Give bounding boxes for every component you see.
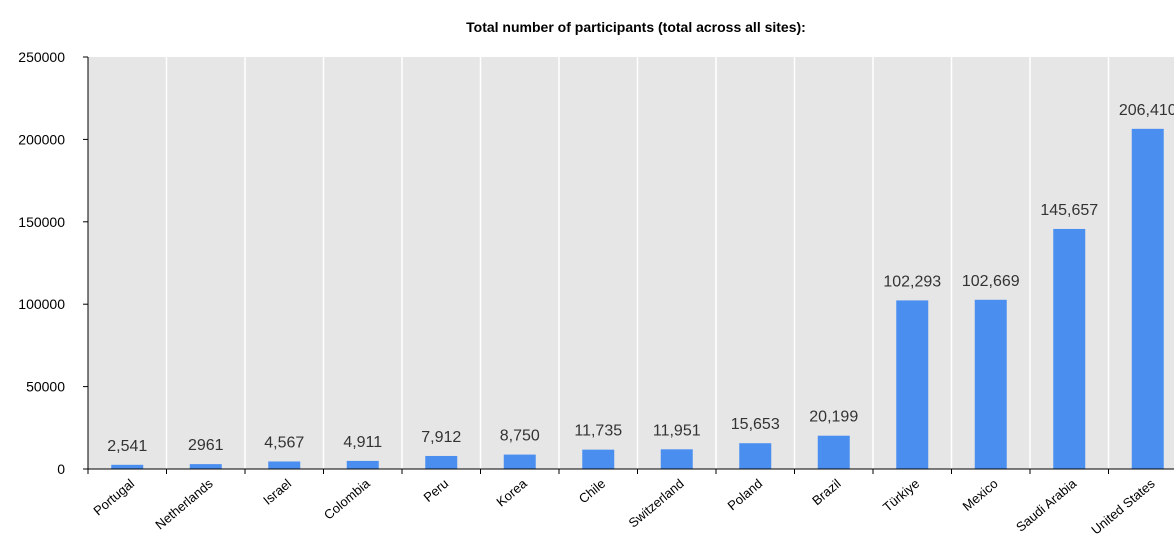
bar (739, 443, 772, 469)
bars-group (111, 128, 1164, 470)
y-tick-label: 50000 (26, 379, 65, 395)
y-tick-label: 0 (57, 461, 65, 477)
x-tick-label: Brazil (809, 476, 844, 508)
data-label: 11,735 (574, 423, 622, 440)
y-tick-label: 250000 (18, 49, 65, 65)
bar (974, 299, 1007, 469)
bar (189, 464, 222, 469)
chart-title: Total number of participants (total acro… (466, 19, 806, 35)
gridlines (165, 57, 1110, 469)
bar (111, 464, 144, 469)
x-tick-label: Netherlands (152, 475, 216, 532)
y-tick-label: 100000 (18, 296, 65, 312)
data-label: 20,199 (809, 409, 858, 426)
data-labels-group: 2,541 2961 4,567 4,911 7,912 8,750 11,735 11,95… (107, 102, 1174, 455)
bar (896, 300, 929, 469)
data-label: 145,657 (1040, 202, 1098, 219)
x-tick-label: Israel (260, 476, 294, 508)
x-tick-label: Switzerland (626, 476, 687, 531)
plot-area (88, 57, 1174, 469)
x-tick-label: Korea (493, 475, 530, 509)
data-label: 2,541 (107, 438, 147, 455)
bar (1053, 228, 1086, 469)
bar (346, 460, 379, 469)
data-label: 4,911 (343, 434, 382, 451)
bar (268, 461, 301, 469)
bar (582, 449, 615, 469)
bar (425, 455, 458, 469)
data-label: 15,653 (731, 416, 780, 433)
data-label: 11,951 (653, 422, 701, 439)
x-tick-label: Poland (725, 476, 766, 514)
x-tick-label: Chile (576, 476, 608, 507)
x-axis: Portugal Netherlands Israel Colombia Peru Kor… (87, 468, 1174, 537)
data-label: 7,912 (421, 429, 461, 446)
x-tick-label: Mexico (959, 476, 1000, 514)
data-label: 2961 (188, 437, 224, 454)
bar (660, 449, 693, 469)
x-tick-label: Peru (420, 476, 451, 505)
data-label: 206,410 (1119, 102, 1174, 119)
bar (503, 454, 536, 469)
x-tick-label: Portugal (90, 476, 137, 519)
data-label: 102,293 (883, 273, 941, 290)
x-tick-label: United States (1088, 475, 1158, 537)
x-tick-label: Türkiye (880, 476, 922, 515)
bar (1131, 128, 1164, 470)
y-tick-label: 150000 (18, 214, 65, 230)
x-tick-label: Colombia (321, 475, 373, 522)
data-label: 8,750 (500, 428, 540, 445)
data-label: 4,567 (264, 434, 304, 451)
y-axis: 0 50000 100000 150000 200000 250000 (18, 49, 89, 477)
bar (817, 435, 850, 469)
x-tick-label: Saudi Arabia (1013, 475, 1080, 534)
y-tick-label: 200000 (18, 131, 65, 147)
data-label: 102,669 (962, 273, 1020, 290)
